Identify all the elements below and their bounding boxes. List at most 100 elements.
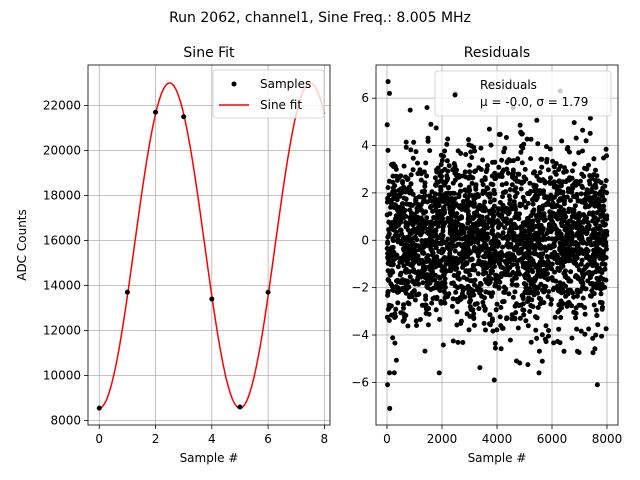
residual-point xyxy=(569,335,575,341)
residual-point xyxy=(443,239,449,245)
residual-point xyxy=(594,275,600,281)
residual-point xyxy=(552,249,557,255)
residual-point xyxy=(497,261,503,267)
residual-point xyxy=(594,382,600,388)
residual-point xyxy=(544,144,549,150)
residuals-legend: Residuals μ = -0.0, σ = 1.79 xyxy=(434,70,612,117)
residual-point xyxy=(539,156,545,162)
residual-point xyxy=(488,181,494,187)
residual-point xyxy=(536,176,542,182)
residual-point xyxy=(472,301,478,307)
residual-point xyxy=(388,204,394,210)
sine-fit-data xyxy=(96,82,326,411)
residual-point xyxy=(508,241,514,247)
residual-point xyxy=(471,316,477,321)
residual-point xyxy=(569,223,575,229)
residual-point xyxy=(471,322,477,328)
residual-point xyxy=(434,296,440,302)
residual-point xyxy=(562,274,568,280)
residual-point xyxy=(481,320,487,326)
residual-point xyxy=(572,203,578,209)
residual-point xyxy=(465,220,471,226)
residual-point xyxy=(578,191,584,197)
residual-point xyxy=(468,307,474,313)
residual-point xyxy=(511,158,516,164)
residual-point xyxy=(549,204,555,210)
residual-point xyxy=(389,283,395,289)
residual-point xyxy=(582,201,588,207)
residual-point xyxy=(463,225,469,231)
residual-point xyxy=(560,257,566,263)
residual-point xyxy=(595,322,601,328)
residuals-data xyxy=(384,79,610,411)
residual-point xyxy=(504,315,510,321)
residual-point xyxy=(513,282,519,288)
residual-point xyxy=(432,272,438,278)
sine-fit-ytick-label: 22000 xyxy=(43,99,81,113)
residual-point xyxy=(597,255,603,261)
residual-point xyxy=(475,285,480,291)
residual-point xyxy=(548,229,554,235)
residual-point xyxy=(537,206,543,212)
residual-point xyxy=(484,280,490,285)
residual-point xyxy=(498,305,504,310)
residual-point xyxy=(495,276,501,282)
residual-point xyxy=(480,207,486,213)
residual-point xyxy=(568,241,574,247)
residual-point xyxy=(452,177,458,183)
residual-point xyxy=(590,350,596,356)
sine-fit-axes-frame xyxy=(87,64,331,426)
residual-point xyxy=(445,136,451,142)
residual-point xyxy=(458,188,463,194)
residual-point xyxy=(429,189,435,195)
sine-fit-ytick-label: 10000 xyxy=(43,369,81,383)
residual-point xyxy=(435,285,441,291)
residual-point xyxy=(523,265,528,271)
residual-point xyxy=(600,276,606,282)
residual-point xyxy=(520,145,526,151)
residual-point xyxy=(466,137,471,143)
residuals-ytick-label: 0 xyxy=(361,233,369,247)
residual-point xyxy=(433,125,439,131)
residual-point xyxy=(534,117,540,123)
residual-point xyxy=(410,155,416,161)
residual-point xyxy=(551,184,557,190)
residual-point xyxy=(405,279,411,285)
residual-point xyxy=(581,266,587,272)
residual-point xyxy=(494,327,500,333)
residual-point xyxy=(551,164,557,169)
residual-point xyxy=(553,214,559,220)
residual-point xyxy=(413,200,419,206)
residual-point xyxy=(596,226,602,232)
residual-point xyxy=(449,280,455,286)
residual-point xyxy=(455,241,461,247)
residual-point xyxy=(407,202,413,208)
residual-point xyxy=(541,234,547,240)
residual-point xyxy=(470,175,475,181)
residual-point xyxy=(582,331,588,337)
residual-point xyxy=(491,187,497,193)
residual-point xyxy=(391,164,397,170)
residual-point xyxy=(407,274,413,280)
sine-fit-plot: Sine Fit 0 2 4 6 8 8000 10000 12000 14000 16000 18… xyxy=(15,45,331,465)
residual-point xyxy=(512,176,518,182)
residual-point xyxy=(387,405,393,411)
residual-point xyxy=(600,194,605,199)
residual-point xyxy=(446,291,452,297)
residual-point xyxy=(596,282,602,288)
residual-point xyxy=(463,174,469,180)
residual-point xyxy=(502,225,508,231)
residual-point xyxy=(515,325,521,331)
residual-point xyxy=(424,215,430,221)
residuals-ytick-label: −2 xyxy=(351,281,369,295)
residual-point xyxy=(499,212,505,218)
residual-point xyxy=(515,156,521,162)
residual-point xyxy=(443,194,449,200)
residual-point xyxy=(444,141,450,147)
residual-point xyxy=(385,382,391,388)
residual-point xyxy=(438,241,444,247)
residual-point xyxy=(509,282,515,287)
residual-point xyxy=(529,297,535,303)
residual-point xyxy=(589,281,595,287)
residual-point xyxy=(385,277,391,283)
